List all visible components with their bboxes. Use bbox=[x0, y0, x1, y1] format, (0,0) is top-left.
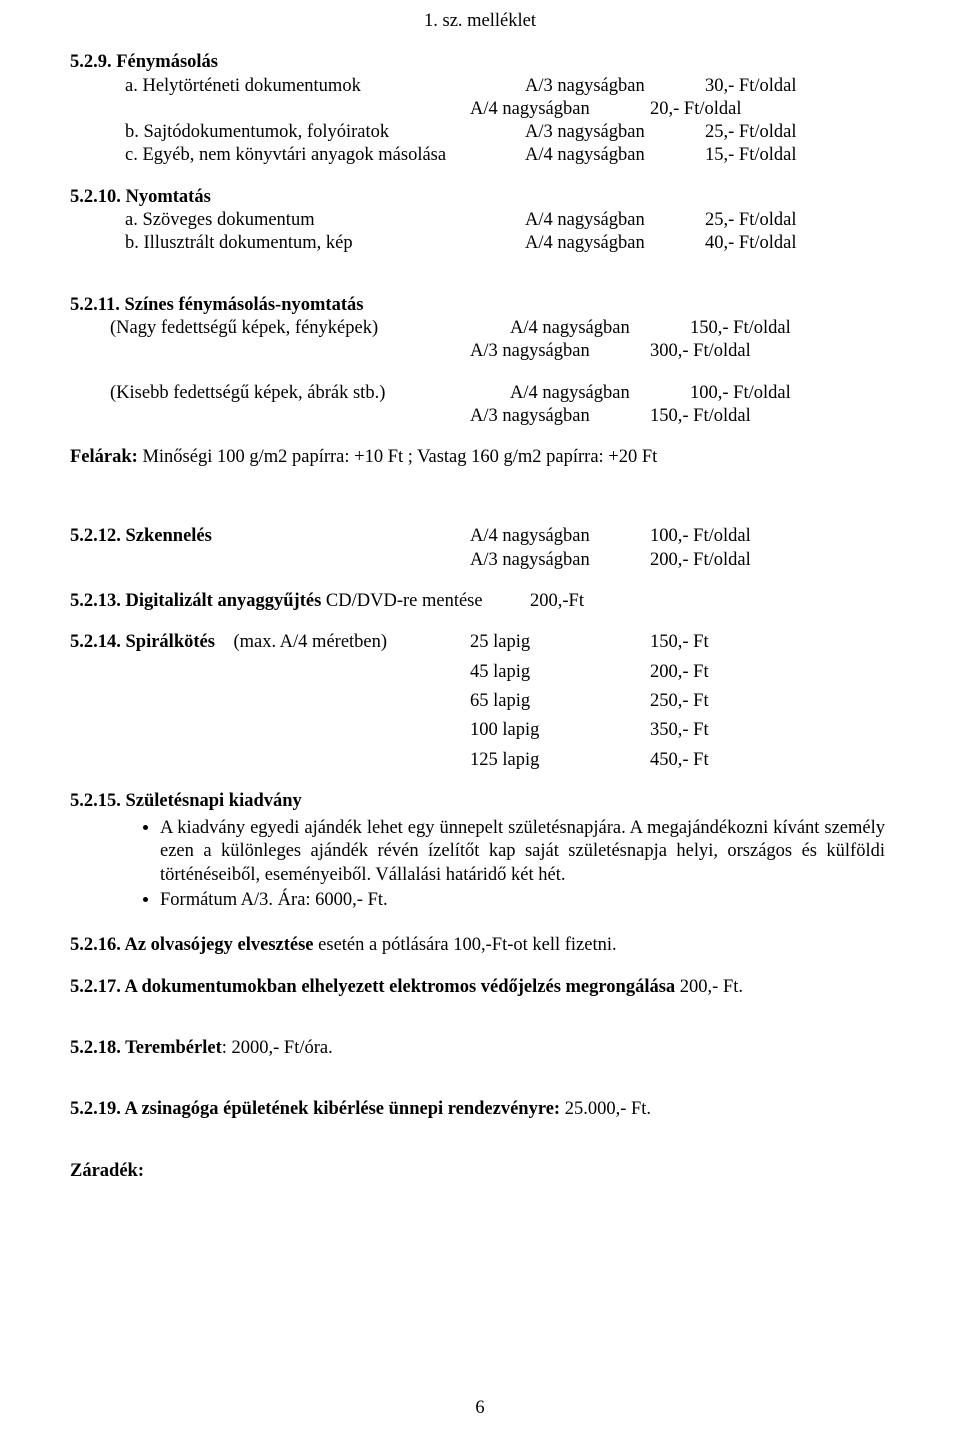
s5211-a-price1: 150,- Ft/oldal bbox=[690, 317, 890, 340]
s5216-line: 5.2.16. Az olvasójegy elvesztése esetén … bbox=[70, 934, 890, 957]
s5218-rest: : 2000,- Ft/óra. bbox=[222, 1038, 333, 1058]
s5214-r5b: 450,- Ft bbox=[650, 749, 890, 772]
s529-b-spec: A/3 nagyságban bbox=[525, 121, 705, 144]
s5214-r1a: 25 lapig bbox=[470, 631, 650, 654]
s5214-r2a: 45 lapig bbox=[470, 661, 650, 684]
s5212-price1: 100,- Ft/oldal bbox=[650, 525, 890, 548]
felarak-label: Felárak: bbox=[70, 447, 138, 467]
s5210-b-spec: A/4 nagyságban bbox=[525, 232, 705, 255]
s5210-a-label: a. Szöveges dokumentum bbox=[70, 209, 525, 232]
zaradek: Záradék: bbox=[70, 1160, 890, 1183]
s5219-line: 5.2.19. A zsinagóga épületének kibérlése… bbox=[70, 1098, 890, 1121]
s5215-bullet2: Formátum A/3. Ára: 6000,- Ft. bbox=[160, 889, 890, 912]
s5211-b-label: (Kisebb fedettségű képek, ábrák stb.) bbox=[70, 382, 510, 405]
s5211-a-spec1: A/4 nagyságban bbox=[510, 317, 690, 340]
s5214-title: 5.2.14. Spirálkötés bbox=[70, 632, 215, 652]
felarak-text: Minőségi 100 g/m2 papírra: +10 Ft ; Vast… bbox=[138, 447, 657, 467]
s5217-title: 5.2.17. A dokumentumokban elhelyezett el… bbox=[70, 977, 675, 997]
s5217-rest: 200,- Ft. bbox=[675, 977, 743, 997]
s5215-bullet1: A kiadvány egyedi ajándék lehet egy ünne… bbox=[160, 817, 890, 887]
s5216-rest: esetén a pótlására 100,-Ft-ot kell fizet… bbox=[314, 935, 617, 955]
s5215-bullets: A kiadvány egyedi ajándék lehet egy ünne… bbox=[70, 817, 890, 912]
s5210-title: 5.2.10. Nyomtatás bbox=[70, 186, 890, 209]
s5213-rest: CD/DVD-re mentése bbox=[321, 591, 482, 611]
s5215-title: 5.2.15. Születésnapi kiadvány bbox=[70, 790, 890, 813]
header: 1. sz. melléklet bbox=[70, 10, 890, 33]
s5214-r4a: 100 lapig bbox=[470, 719, 650, 742]
s5211-b-spec2: A/3 nagyságban bbox=[470, 405, 650, 428]
s5214-r1b: 150,- Ft bbox=[650, 631, 890, 654]
page-number: 6 bbox=[0, 1397, 960, 1420]
s5214-note: (max. A/4 méretben) bbox=[215, 632, 387, 652]
felarak-line: Felárak: Minőségi 100 g/m2 papírra: +10 … bbox=[70, 446, 890, 469]
s529-a-spec1: A/3 nagyságban bbox=[525, 75, 705, 98]
s5213-price: 200,-Ft bbox=[530, 590, 584, 613]
s5217-line: 5.2.17. A dokumentumokban elhelyezett el… bbox=[70, 976, 890, 999]
s5211-b-spec1: A/4 nagyságban bbox=[510, 382, 690, 405]
s5213-line: 5.2.13. Digitalizált anyaggyűjtés CD/DVD… bbox=[70, 590, 530, 613]
s529-a-label: a. Helytörténeti dokumentumok bbox=[70, 75, 525, 98]
s5212-spec2: A/3 nagyságban bbox=[470, 549, 650, 572]
s5211-b-price1: 100,- Ft/oldal bbox=[690, 382, 890, 405]
s5212-price2: 200,- Ft/oldal bbox=[650, 549, 890, 572]
s5214-r2b: 200,- Ft bbox=[650, 661, 890, 684]
s5211-b-price2: 150,- Ft/oldal bbox=[650, 405, 890, 428]
s529-a-price1: 30,- Ft/oldal bbox=[705, 75, 890, 98]
s529-c-price: 15,- Ft/oldal bbox=[705, 144, 890, 167]
s529-c-label: c. Egyéb, nem könyvtári anyagok másolása bbox=[70, 144, 525, 167]
s5210-a-spec: A/4 nagyságban bbox=[525, 209, 705, 232]
s529-title: 5.2.9. Fénymásolás bbox=[70, 51, 890, 74]
s5214-r4b: 350,- Ft bbox=[650, 719, 890, 742]
s5211-a-label: (Nagy fedettségű képek, fényképek) bbox=[70, 317, 510, 340]
document-page: 1. sz. melléklet 5.2.9. Fénymásolás a. H… bbox=[0, 0, 960, 1440]
s5213-title: 5.2.13. Digitalizált anyaggyűjtés bbox=[70, 591, 321, 611]
s5210-b-label: b. Illusztrált dokumentum, kép bbox=[70, 232, 525, 255]
s5211-title: 5.2.11. Színes fénymásolás-nyomtatás bbox=[70, 294, 890, 317]
s529-a-spec2: A/4 nagyságban bbox=[470, 98, 650, 121]
s5214-r3a: 65 lapig bbox=[470, 690, 650, 713]
s5212-spec1: A/4 nagyságban bbox=[470, 525, 650, 548]
s5211-a-spec2: A/3 nagyságban bbox=[470, 340, 650, 363]
s5219-title: 5.2.19. A zsinagóga épületének kibérlése… bbox=[70, 1099, 560, 1119]
s5210-b-price: 40,- Ft/oldal bbox=[705, 232, 890, 255]
s5219-rest: 25.000,- Ft. bbox=[560, 1099, 651, 1119]
s5210-a-price: 25,- Ft/oldal bbox=[705, 209, 890, 232]
s529-b-label: b. Sajtódokumentumok, folyóiratok bbox=[70, 121, 525, 144]
s5214-r5a: 125 lapig bbox=[470, 749, 650, 772]
s5214-line: 5.2.14. Spirálkötés (max. A/4 méretben) bbox=[70, 631, 470, 654]
s5218-title: 5.2.18. Terembérlet bbox=[70, 1038, 222, 1058]
s5218-line: 5.2.18. Terembérlet: 2000,- Ft/óra. bbox=[70, 1037, 890, 1060]
s5211-a-price2: 300,- Ft/oldal bbox=[650, 340, 890, 363]
s529-c-spec: A/4 nagyságban bbox=[525, 144, 705, 167]
s5216-title: 5.2.16. Az olvasójegy elvesztése bbox=[70, 935, 314, 955]
s5214-r3b: 250,- Ft bbox=[650, 690, 890, 713]
s5212-title: 5.2.12. Szkennelés bbox=[70, 525, 470, 548]
s529-b-price: 25,- Ft/oldal bbox=[705, 121, 890, 144]
s529-a-price2: 20,- Ft/oldal bbox=[650, 98, 890, 121]
